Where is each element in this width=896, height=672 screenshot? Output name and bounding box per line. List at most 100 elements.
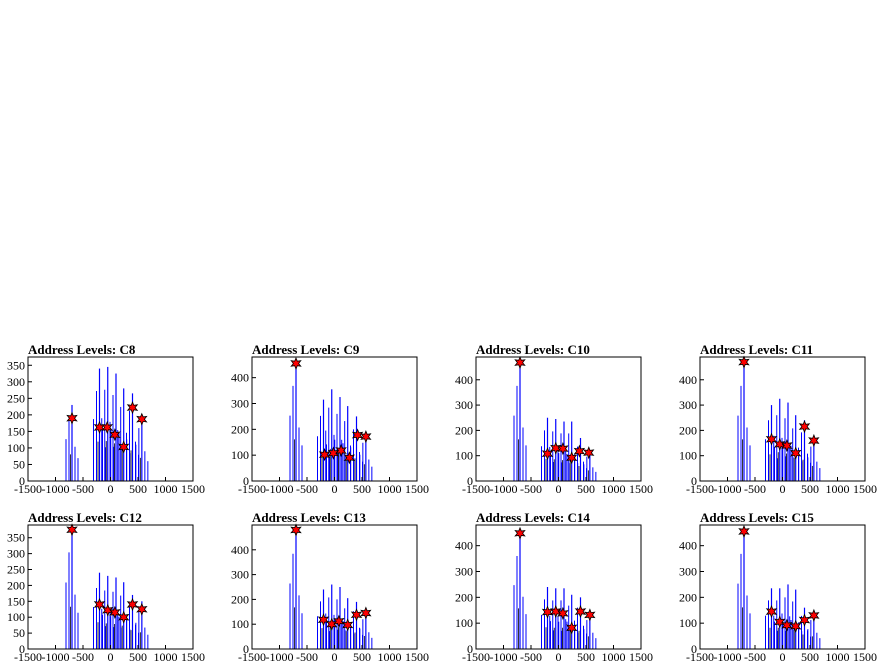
y-tick-label: 100 xyxy=(679,616,697,630)
peak-marker xyxy=(789,619,802,633)
x-tick-label: -1000 xyxy=(42,482,70,496)
peak-marker xyxy=(557,606,569,620)
y-tick-label: 0 xyxy=(691,642,697,656)
x-tick-label: 0 xyxy=(780,482,786,496)
x-tick-label: 500 xyxy=(129,650,147,664)
y-tick-label: 200 xyxy=(679,423,697,437)
x-tick-label: 1000 xyxy=(378,650,402,664)
peak-marker xyxy=(66,523,78,537)
x-tick-label: 1000 xyxy=(154,482,178,496)
y-tick-label: 200 xyxy=(231,592,249,606)
y-tick-label: 0 xyxy=(243,474,249,488)
peak-marker xyxy=(774,615,786,629)
x-tick-label: 1000 xyxy=(602,482,626,496)
y-tick-label: 100 xyxy=(7,610,25,624)
x-tick-label: 500 xyxy=(801,482,819,496)
y-tick-label: 300 xyxy=(455,565,473,579)
peak-marker xyxy=(798,420,811,434)
y-tick-label: 0 xyxy=(243,642,249,656)
chart-title: Address Levels: C15 xyxy=(700,510,814,525)
peak-marker xyxy=(584,608,596,622)
chart-title: Address Levels: C12 xyxy=(28,510,142,525)
peak-marker xyxy=(117,440,130,454)
y-tick-label: 150 xyxy=(7,594,25,608)
x-tick-label: 1500 xyxy=(629,482,653,496)
x-tick-label: -1500 xyxy=(238,482,266,496)
x-tick-label: -1500 xyxy=(686,482,714,496)
peak-marker xyxy=(765,432,778,446)
y-tick-label: 0 xyxy=(19,474,25,488)
peak-marker xyxy=(808,433,820,448)
chart-title: Address Levels: C14 xyxy=(476,510,590,525)
x-tick-label: -1000 xyxy=(714,650,742,664)
y-tick-label: 400 xyxy=(231,543,249,557)
peak-marker xyxy=(583,446,595,460)
chart-title: Address Levels: C10 xyxy=(476,342,590,357)
x-tick-label: -500 xyxy=(72,482,94,496)
peak-marker xyxy=(738,355,750,369)
peak-marker xyxy=(360,430,372,444)
x-tick-label: 1000 xyxy=(826,650,850,664)
x-tick-label: 0 xyxy=(332,650,338,664)
x-tick-label: -500 xyxy=(296,482,318,496)
x-tick-label: 1500 xyxy=(181,482,205,496)
y-tick-label: 400 xyxy=(679,373,697,387)
x-tick-label: -1500 xyxy=(238,650,266,664)
x-tick-label: 1500 xyxy=(181,650,205,664)
x-tick-label: -1500 xyxy=(14,650,42,664)
x-tick-label: 500 xyxy=(801,650,819,664)
peak-marker xyxy=(341,618,354,632)
peak-marker xyxy=(117,610,130,624)
peak-marker xyxy=(565,451,578,465)
x-tick-label: 1000 xyxy=(826,482,850,496)
peak-marker xyxy=(574,604,587,619)
x-tick-label: 1000 xyxy=(154,650,178,664)
y-tick-label: 350 xyxy=(7,531,25,545)
x-tick-label: 0 xyxy=(556,650,562,664)
y-tick-label: 250 xyxy=(7,391,25,405)
y-tick-label: 400 xyxy=(231,371,249,385)
x-tick-label: -500 xyxy=(744,482,766,496)
y-tick-label: 200 xyxy=(455,590,473,604)
y-tick-label: 100 xyxy=(231,617,249,631)
histogram-panel: Address Levels: C9 0 100 200 300 400 -1500 -100… xyxy=(231,342,429,496)
y-tick-label: 50 xyxy=(13,626,25,640)
y-tick-label: 300 xyxy=(7,375,25,389)
peak-marker xyxy=(573,444,586,458)
peak-marker xyxy=(290,356,302,371)
y-tick-label: 0 xyxy=(467,642,473,656)
x-tick-label: -1000 xyxy=(490,650,518,664)
peak-marker xyxy=(351,428,364,442)
x-tick-label: 500 xyxy=(353,650,371,664)
chart-title: Address Levels: C8 xyxy=(28,342,136,357)
y-tick-label: 150 xyxy=(7,424,25,438)
y-tick-label: 200 xyxy=(679,590,697,604)
x-tick-label: -500 xyxy=(520,650,542,664)
y-tick-label: 400 xyxy=(679,539,697,553)
histogram-panel: Address Levels: C15 0 100 200 300 400 -1500 -10… xyxy=(679,510,877,664)
y-tick-label: 100 xyxy=(7,441,25,455)
y-tick-label: 100 xyxy=(455,449,473,463)
x-tick-label: 500 xyxy=(577,650,595,664)
peak-marker xyxy=(93,597,106,612)
chart-title: Address Levels: C9 xyxy=(252,342,360,357)
x-tick-label: 500 xyxy=(353,482,371,496)
x-tick-label: 0 xyxy=(780,650,786,664)
peak-marker xyxy=(126,401,139,415)
y-tick-label: 0 xyxy=(19,642,25,656)
y-tick-label: 400 xyxy=(455,373,473,387)
x-tick-label: -1000 xyxy=(266,482,294,496)
y-tick-label: 100 xyxy=(231,448,249,462)
peak-marker xyxy=(101,420,113,434)
peak-marker xyxy=(350,608,363,622)
peak-marker xyxy=(557,442,569,456)
histogram-panel: Address Levels: C14 0 100 200 300 400 -1500 -10… xyxy=(455,510,653,664)
y-tick-label: 250 xyxy=(7,563,25,577)
y-tick-label: 100 xyxy=(455,616,473,630)
x-tick-label: 1000 xyxy=(378,482,402,496)
peak-marker xyxy=(333,614,345,628)
peak-marker xyxy=(781,439,793,453)
x-tick-label: 1500 xyxy=(405,650,429,664)
peak-marker xyxy=(318,448,331,462)
